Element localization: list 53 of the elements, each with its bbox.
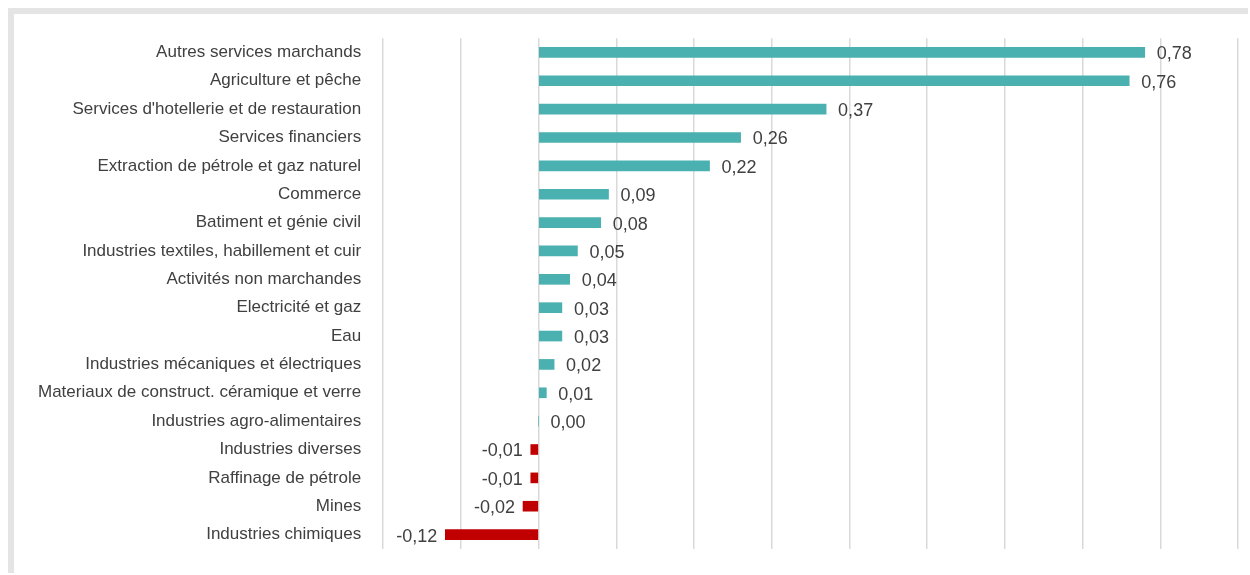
- bar: [538, 47, 1146, 58]
- y-tick-label: Agriculture et pêche: [209, 70, 362, 90]
- y-tick-label: Services financiers: [218, 127, 362, 147]
- bar: [538, 387, 547, 399]
- data-label: 0,08: [612, 213, 648, 234]
- data-label: 0,02: [566, 355, 602, 376]
- data-label: 0,22: [721, 156, 757, 177]
- data-label: 0,09: [620, 185, 656, 206]
- y-tick-label: Industries diverses: [219, 439, 362, 459]
- bar: [538, 273, 570, 285]
- data-label: -0,12: [396, 525, 438, 546]
- bar: [538, 132, 741, 143]
- y-tick-label: Industries mécaniques et électriques: [85, 354, 362, 374]
- data-label: -0,01: [481, 468, 523, 489]
- y-tick-label: Commerce: [278, 183, 362, 203]
- data-label: 0,04: [581, 270, 617, 291]
- bar: [538, 245, 578, 257]
- y-tick-label: Extraction de pétrole et gaz naturel: [97, 155, 362, 175]
- bar: [538, 217, 602, 228]
- y-tick-label: Industries agro-alimentaires: [151, 410, 362, 430]
- data-label: 0,00: [550, 412, 586, 433]
- bar: [538, 103, 827, 115]
- y-tick-label: Raffinage de pétrole: [208, 467, 362, 487]
- y-tick-label: Electricité et gaz: [236, 297, 362, 317]
- bar: [538, 359, 555, 370]
- data-label: 0,05: [589, 241, 625, 262]
- data-label: -0,01: [481, 440, 523, 461]
- y-tick-label: Services d'hotellerie et de restauration: [72, 98, 362, 118]
- y-tick-label: Materiaux de construct. céramique et verre: [37, 382, 362, 402]
- data-label: -0,02: [474, 497, 516, 518]
- data-label: 0,37: [838, 100, 874, 121]
- bar: [522, 500, 539, 512]
- bar: [530, 472, 539, 484]
- data-label: 0,26: [752, 128, 788, 149]
- data-label: 0,03: [573, 327, 609, 348]
- bar: [530, 444, 539, 455]
- data-label: 0,01: [558, 383, 594, 404]
- y-tick-label: Eau: [330, 325, 362, 345]
- bar: [538, 188, 609, 200]
- data-label: 0,76: [1141, 71, 1177, 92]
- y-tick-label: Industries chimiques: [206, 524, 362, 544]
- y-tick-label: Autres services marchands: [156, 42, 362, 62]
- bar: [538, 330, 563, 342]
- data-label: 0,03: [573, 298, 609, 319]
- y-tick-label: Activités non marchandes: [166, 269, 362, 288]
- bar: [444, 529, 539, 540]
- y-tick-label: Batiment et génie civil: [195, 212, 362, 232]
- bar: [538, 302, 563, 314]
- y-tick-label: Industries textiles, habillement et cuir: [82, 240, 362, 260]
- bar: [538, 160, 710, 172]
- y-tick-label: Mines: [315, 495, 362, 515]
- bar: [538, 75, 1130, 87]
- data-label: 0,78: [1156, 43, 1192, 64]
